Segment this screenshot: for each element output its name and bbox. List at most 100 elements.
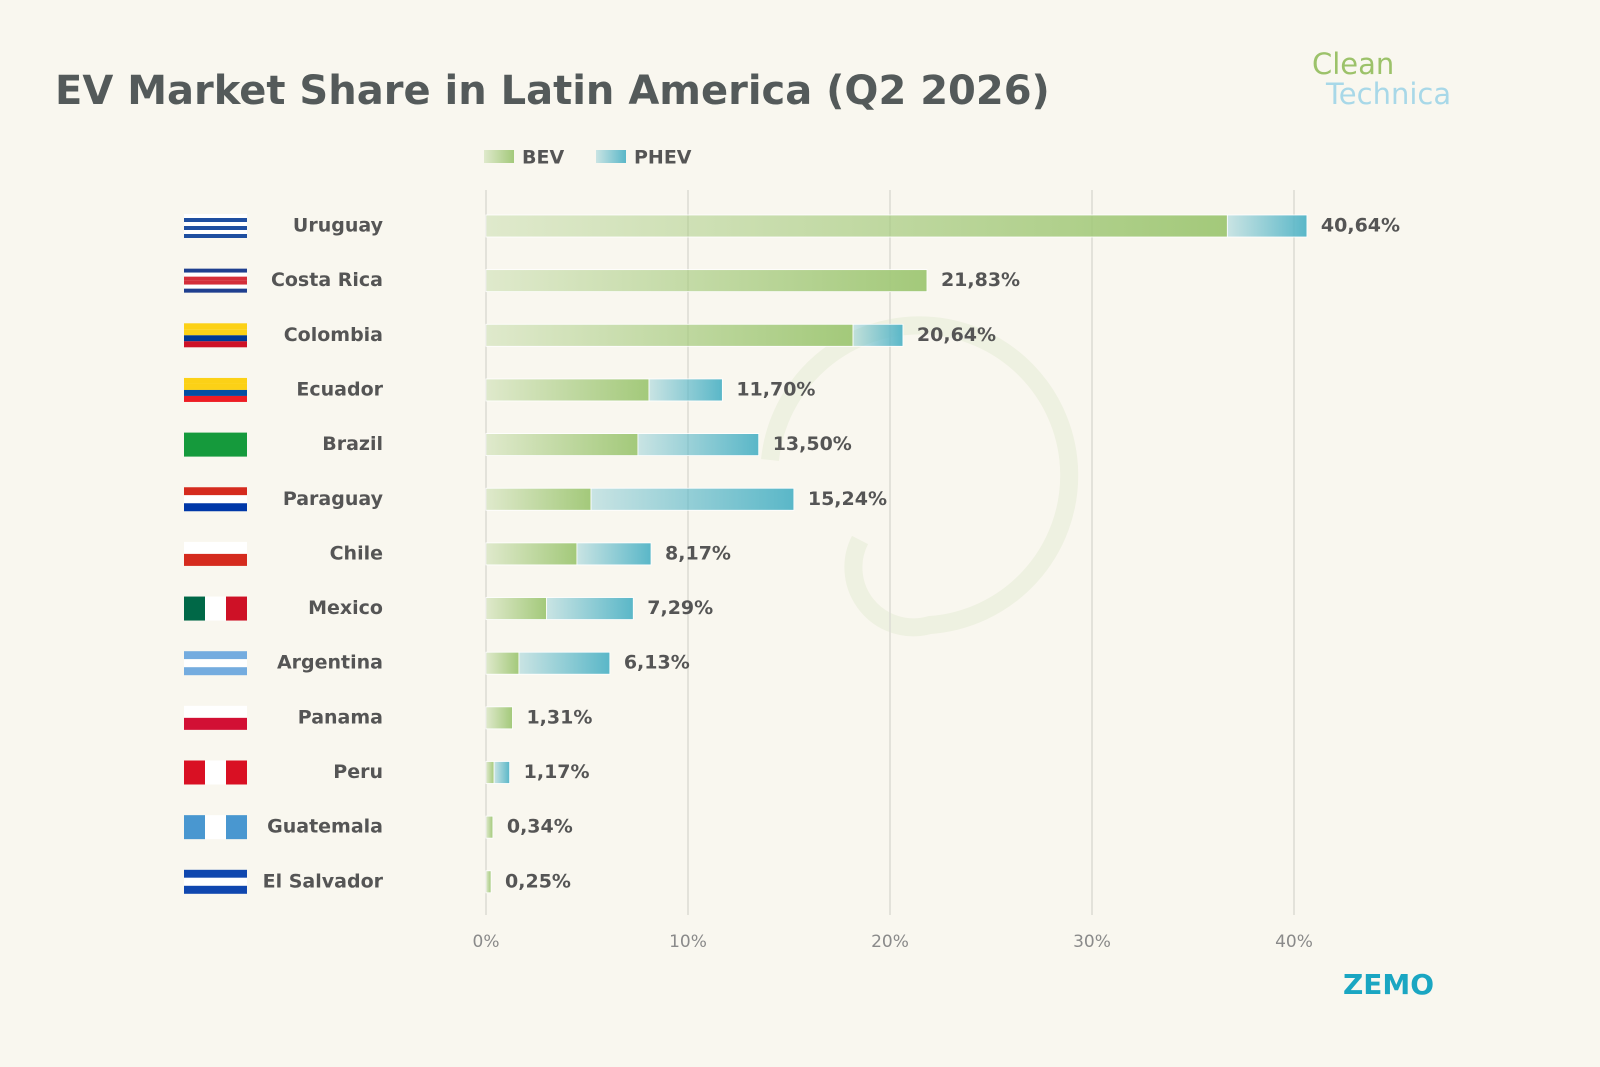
bar-segment (485, 269, 928, 293)
legend-swatch (596, 150, 626, 163)
flag (184, 214, 247, 238)
flag-stripe (184, 280, 247, 285)
flag-stripe (184, 268, 247, 273)
total-label: 1,17% (524, 761, 590, 783)
flag (184, 596, 247, 621)
legend-label: PHEV (634, 147, 692, 169)
flag-stripe (184, 432, 247, 457)
flag-stripe (184, 667, 247, 676)
bar-segment (590, 487, 795, 511)
flag-stripe (184, 323, 247, 330)
flag-stripe (184, 487, 247, 496)
bar-segment (518, 651, 611, 675)
source-logo: ZEMO (1343, 968, 1434, 1001)
legend-swatch (484, 150, 514, 163)
total-label: 40,64% (1321, 215, 1400, 237)
category-label: Colombia (284, 324, 383, 346)
total-label: 20,64% (917, 324, 996, 346)
flag-stripe (226, 596, 247, 621)
bar-segment (485, 378, 650, 402)
brand-logo: Clean (1312, 47, 1394, 81)
bar-segment (485, 870, 492, 894)
category-label: Guatemala (267, 816, 383, 838)
total-label: 7,29% (647, 597, 713, 619)
flag-stripe (184, 553, 247, 566)
category-label: Paraguay (283, 488, 384, 510)
flag-stripe (226, 815, 247, 840)
bar-segment (485, 597, 547, 620)
bar-segment (485, 761, 495, 784)
total-label: 6,13% (624, 652, 690, 674)
flag-stripe (184, 218, 247, 222)
flag-stripe (184, 230, 247, 234)
bar-segment (648, 378, 723, 402)
flag-stripe (184, 885, 247, 894)
bar-segment (485, 433, 639, 457)
flag (184, 377, 247, 402)
flag-stripe (184, 284, 247, 289)
flag-stripe (184, 705, 247, 718)
bar-segment (546, 597, 634, 620)
bar-segment (576, 542, 652, 566)
category-label: Costa Rica (271, 269, 383, 291)
x-tick-label: 0% (473, 932, 500, 952)
category-label: Uruguay (293, 215, 384, 237)
category-label: El Salvador (263, 870, 384, 892)
category-label: Mexico (308, 597, 383, 619)
total-label: 1,31% (526, 706, 592, 728)
bar-segment (485, 323, 854, 347)
flag (184, 705, 247, 730)
total-label: 8,17% (665, 542, 731, 564)
flag-stripe (184, 659, 247, 668)
flag-stripe (184, 495, 247, 504)
flag-stripe (184, 815, 205, 840)
flag-stripe (184, 389, 247, 396)
flag-stripe (184, 869, 247, 878)
flag (184, 815, 247, 840)
flag (184, 432, 247, 457)
flag-stripe (184, 395, 247, 402)
flag (184, 323, 247, 348)
flag (184, 869, 247, 894)
flag (184, 268, 247, 293)
flag-stripe (184, 234, 247, 238)
x-tick-label: 10% (669, 932, 707, 952)
total-label: 13,50% (773, 433, 852, 455)
flag-stripe (184, 214, 247, 218)
flag-stripe (184, 288, 247, 293)
bar-segment (1226, 214, 1308, 238)
flag-stripe (184, 335, 247, 342)
flag-stripe (184, 760, 205, 785)
flag-stripe (205, 596, 226, 621)
flag-stripe (184, 272, 247, 277)
flag (184, 651, 247, 676)
brand-logo: Technica (1325, 77, 1451, 111)
flag-stripe (184, 541, 247, 554)
flag-stripe (184, 503, 247, 512)
bar-segment (852, 323, 904, 347)
flag (184, 760, 247, 785)
category-label: Chile (330, 542, 383, 564)
total-label: 21,83% (941, 269, 1020, 291)
flag-stripe (184, 877, 247, 886)
x-tick-label: 30% (1073, 932, 1111, 952)
flag-stripe (184, 329, 247, 336)
flag-stripe (184, 222, 247, 226)
chart-title: EV Market Share in Latin America (Q2 202… (55, 68, 1050, 114)
bar-segment (485, 706, 513, 730)
total-label: 11,70% (736, 378, 815, 400)
flag-stripe (184, 226, 247, 230)
flag-stripe (184, 383, 247, 390)
category-label: Peru (333, 761, 383, 783)
bar-segment (637, 433, 760, 457)
total-label: 0,25% (505, 870, 571, 892)
category-label: Brazil (322, 433, 383, 455)
bar-segment (485, 651, 520, 675)
total-label: 0,34% (507, 816, 573, 838)
category-label: Panama (298, 706, 383, 728)
flag-stripe (184, 717, 247, 730)
bar-segment (485, 815, 494, 839)
flag-stripe (205, 815, 226, 840)
category-label: Ecuador (296, 378, 383, 400)
